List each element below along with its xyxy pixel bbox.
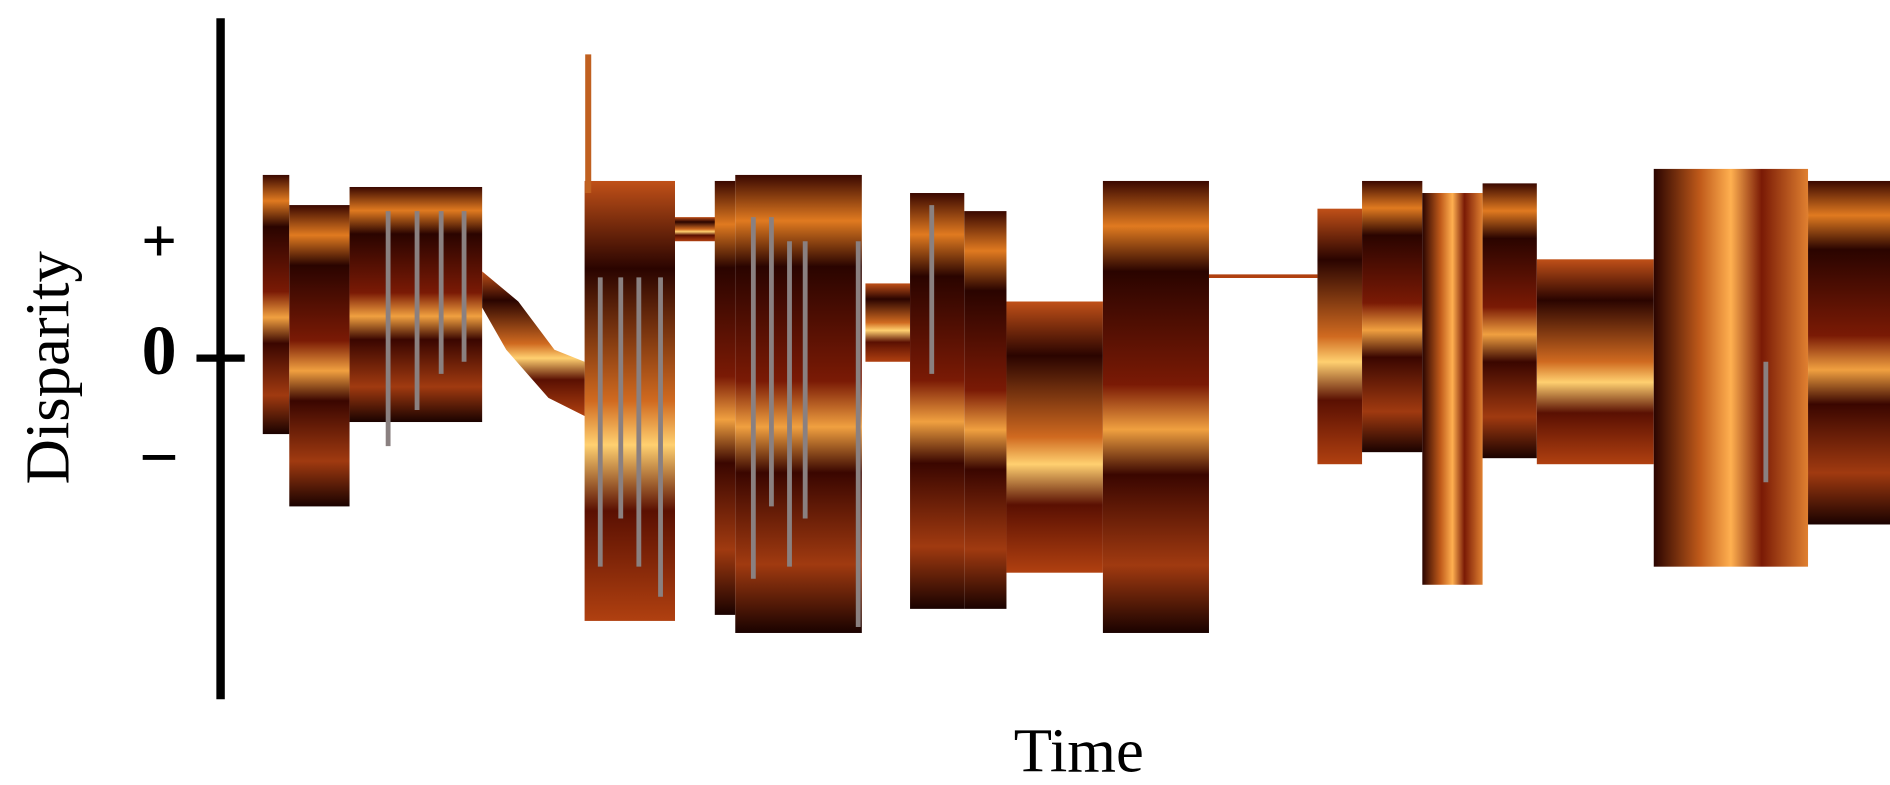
heatmap-block	[1654, 169, 1808, 567]
heatmap-block	[1808, 181, 1890, 525]
heatmap-block	[1483, 183, 1537, 458]
heatmap-block	[1006, 301, 1102, 572]
heatmap-block	[964, 211, 1006, 609]
heatmap-block	[1317, 209, 1362, 465]
x-axis-label: Time	[1014, 715, 1144, 785]
y-tick-label: 0	[142, 313, 177, 390]
heatmap-block	[715, 181, 735, 615]
y-tick-label: −	[139, 419, 179, 496]
heatmap-block	[1362, 181, 1422, 452]
heatmap	[263, 54, 1890, 633]
heatmap-block	[1537, 259, 1654, 464]
heatmap-slope	[482, 271, 584, 416]
heatmap-block	[1422, 193, 1482, 585]
heatmap-block	[263, 175, 290, 434]
y-axis-label: Disparity	[13, 251, 83, 485]
y-tick-label: +	[141, 206, 177, 276]
heatmap-block	[675, 217, 717, 241]
heatmap-block	[1103, 181, 1209, 633]
heatmap-block	[910, 193, 964, 609]
heatmap-block	[289, 205, 349, 506]
page: + 0 − Disparity Time (() => { const data…	[0, 0, 1890, 785]
heatmap-block	[865, 283, 910, 361]
figure: + 0 − Disparity Time	[0, 0, 1890, 785]
